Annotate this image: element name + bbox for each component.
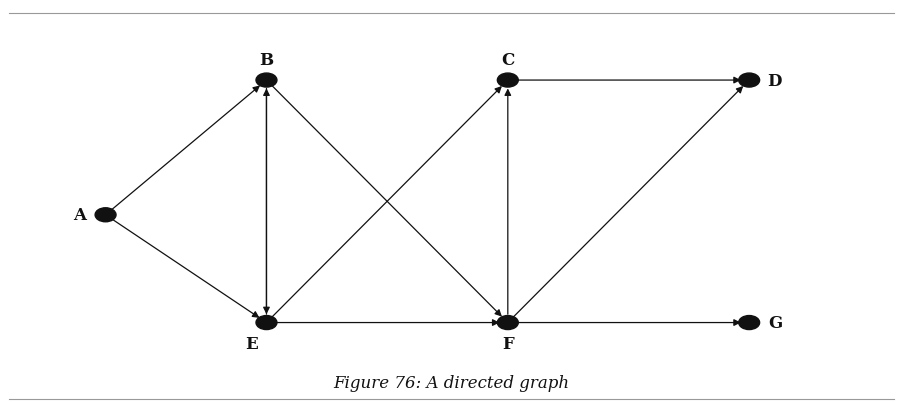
Text: D: D bbox=[767, 72, 781, 89]
Circle shape bbox=[256, 74, 277, 88]
Text: G: G bbox=[767, 314, 781, 331]
Circle shape bbox=[497, 316, 518, 330]
Text: A: A bbox=[73, 207, 87, 224]
Text: Figure 76: A directed graph: Figure 76: A directed graph bbox=[333, 375, 569, 391]
Circle shape bbox=[738, 74, 759, 88]
Circle shape bbox=[738, 316, 759, 330]
Text: F: F bbox=[502, 335, 513, 352]
Text: E: E bbox=[245, 335, 258, 352]
Text: C: C bbox=[501, 52, 514, 69]
Text: B: B bbox=[259, 52, 273, 69]
Circle shape bbox=[95, 208, 115, 222]
Circle shape bbox=[256, 316, 277, 330]
Circle shape bbox=[497, 74, 518, 88]
